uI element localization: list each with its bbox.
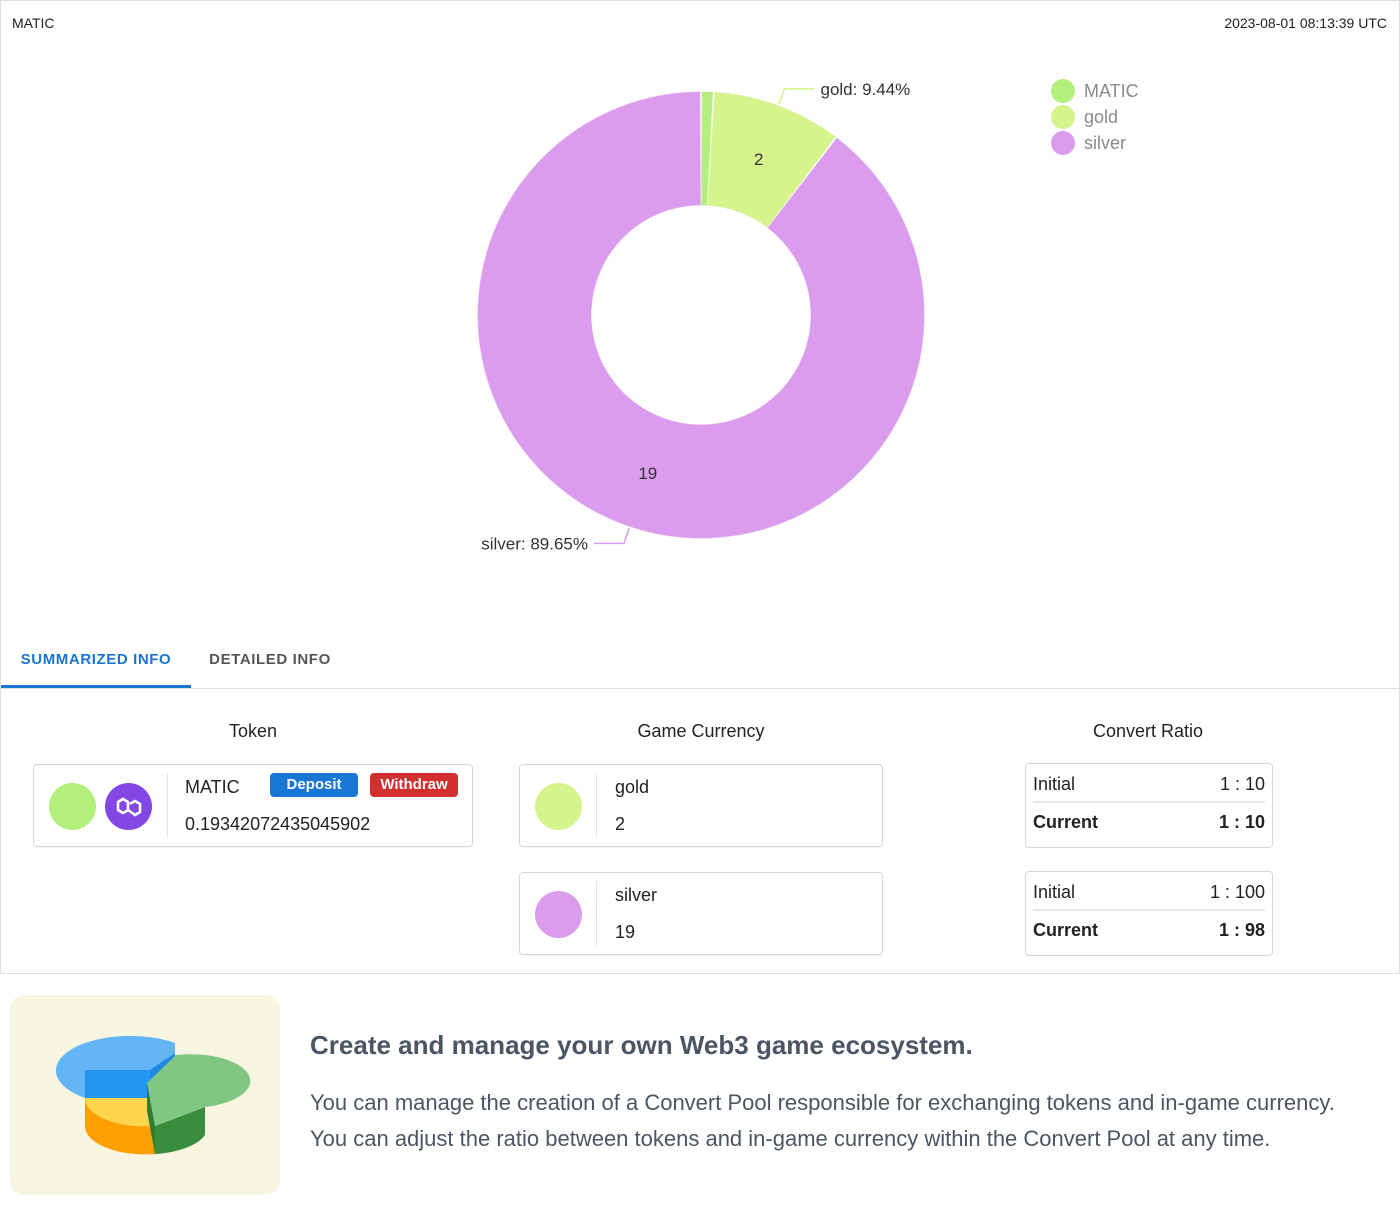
ratio-initial-row: Initial 1 : 100 <box>1033 875 1265 911</box>
polygon-link-icon <box>116 797 141 816</box>
donut-slice-matic[interactable] <box>701 91 714 206</box>
ratio-current-value: 1 : 10 <box>1218 811 1265 832</box>
token-column-header: Token <box>228 721 278 741</box>
game-currency-column-header: Game Currency <box>637 721 765 741</box>
tab-summarized-info[interactable]: SUMMARIZED INFO <box>1 633 191 688</box>
ratio-current-value: 1 : 98 <box>1218 919 1265 940</box>
chart-legend: MATIC gold silver <box>1051 78 1139 156</box>
promo-illustration-box <box>10 995 280 1195</box>
withdraw-button[interactable]: Withdraw <box>370 773 458 797</box>
ratio-initial-label: Initial <box>1033 881 1076 902</box>
legend-dot-silver <box>1051 131 1075 155</box>
card-divider <box>596 773 597 838</box>
slice-callout-label: silver: 89.65% <box>481 534 588 553</box>
card-divider <box>167 773 168 838</box>
currency-amount: 19 <box>615 922 636 942</box>
currency-color-dot <box>535 891 582 938</box>
currency-amount: 2 <box>615 814 626 834</box>
ratio-initial-row: Initial 1 : 10 <box>1033 767 1265 803</box>
token-amount: 0.19342072435045902 <box>185 814 371 834</box>
convert-ratio-column-header: Convert Ratio <box>1092 721 1204 741</box>
ratio-current-label: Current <box>1033 919 1099 940</box>
card-divider <box>596 881 597 946</box>
slice-value-label: 2 <box>754 150 763 169</box>
legend-item-matic[interactable]: MATIC <box>1051 78 1139 104</box>
ratio-initial-value: 1 : 100 <box>1209 881 1265 902</box>
ratio-current-row: Current 1 : 98 <box>1033 912 1265 948</box>
deposit-button[interactable]: Deposit <box>270 773 358 797</box>
info-tabs: SUMMARIZED INFO DETAILED INFO <box>1 633 1400 689</box>
ratio-card-gold: Initial 1 : 10 Current 1 : 10 <box>1025 763 1273 848</box>
currency-name: gold <box>615 777 650 797</box>
pool-title: MATIC <box>12 15 55 31</box>
pie-chart-3d-icon <box>55 1035 251 1155</box>
promo-description-line: You can adjust the ratio between tokens … <box>310 1126 1271 1151</box>
tab-detailed-info[interactable]: DETAILED INFO <box>209 651 331 668</box>
currency-name: silver <box>615 885 658 905</box>
token-card: MATIC Deposit Withdraw 0.193420724350459… <box>33 764 473 847</box>
ratio-current-row: Current 1 : 10 <box>1033 804 1265 840</box>
promo-title: Create and manage your own Web3 game eco… <box>310 1030 973 1060</box>
dashboard-panel: MATIC 2023-08-01 08:13:39 UTC 2 19 gold: 9… <box>0 0 1400 974</box>
legend-label: MATIC <box>1084 80 1139 101</box>
ratio-initial-label: Initial <box>1033 773 1076 794</box>
callout-leader-line <box>594 527 630 545</box>
token-name: MATIC <box>185 777 240 797</box>
donut-chart: 2 19 gold: 9.44% silver: 89.65% <box>477 80 925 553</box>
ratio-initial-value: 1 : 10 <box>1219 773 1265 794</box>
slice-value-label: 19 <box>638 464 657 483</box>
legend-dot-matic <box>1051 79 1075 103</box>
legend-dot-gold <box>1051 105 1075 129</box>
currency-card-silver: silver 19 <box>519 872 883 955</box>
legend-label: gold <box>1084 106 1119 127</box>
donut-slice-gold[interactable] <box>707 91 836 228</box>
timestamp: 2023-08-01 08:13:39 UTC <box>1224 15 1387 31</box>
token-color-dot <box>49 783 96 830</box>
promo-description-line: You can manage the creation of a Convert… <box>310 1090 1335 1115</box>
legend-label: silver <box>1084 132 1127 153</box>
ratio-current-label: Current <box>1033 811 1099 832</box>
polygon-logo-icon <box>105 783 152 830</box>
callout-leader-line <box>778 88 815 105</box>
donut-slice-silver[interactable] <box>477 91 925 539</box>
legend-item-gold[interactable]: gold <box>1051 104 1139 130</box>
currency-color-dot <box>535 783 582 830</box>
currency-card-gold: gold 2 <box>519 764 883 847</box>
ratio-card-silver: Initial 1 : 100 Current 1 : 98 <box>1025 871 1273 956</box>
slice-callout-label: gold: 9.44% <box>821 80 911 99</box>
legend-item-silver[interactable]: silver <box>1051 130 1139 156</box>
